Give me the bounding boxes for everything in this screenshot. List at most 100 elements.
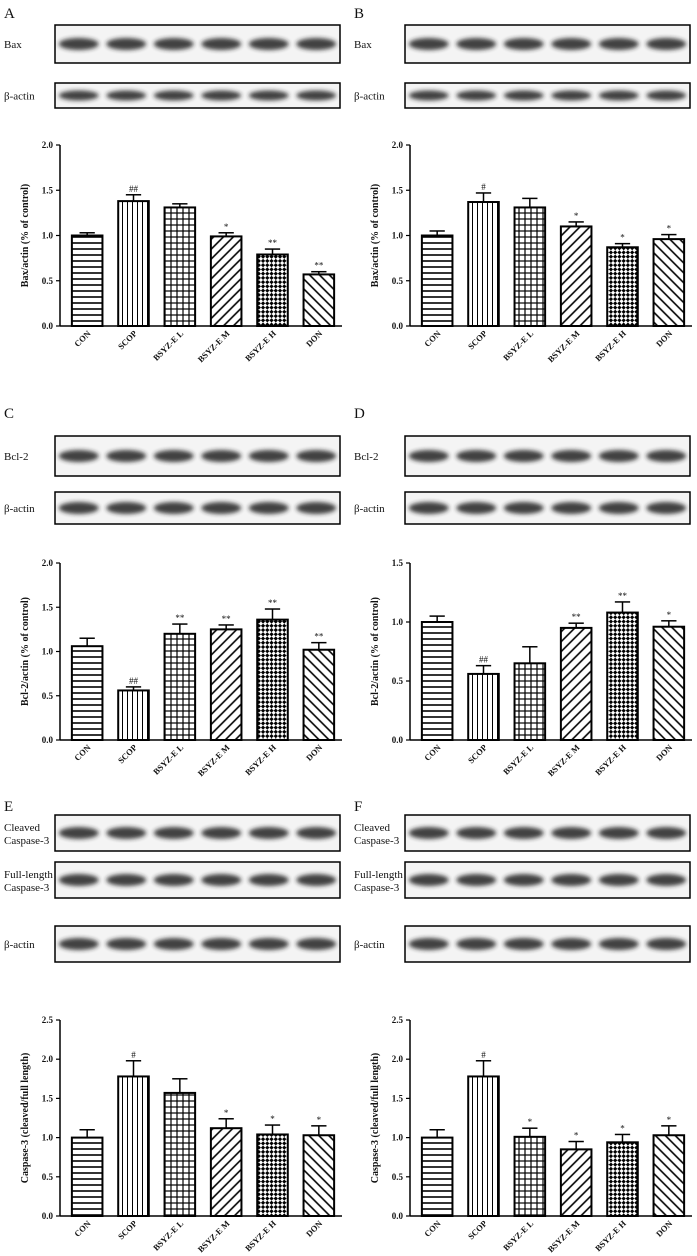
significance-mark: ** bbox=[618, 591, 628, 601]
x-tick-label: SCOP bbox=[466, 742, 489, 765]
significance-mark: * bbox=[667, 1115, 672, 1125]
blot-box bbox=[54, 814, 341, 852]
blot-band bbox=[153, 938, 194, 950]
blot-band bbox=[456, 450, 497, 462]
blot-band bbox=[646, 38, 687, 50]
blot-band bbox=[598, 502, 639, 514]
bar bbox=[302, 1134, 336, 1218]
blot-band bbox=[296, 874, 337, 886]
bar bbox=[513, 206, 547, 328]
bar bbox=[559, 1148, 593, 1217]
x-tick-label: DON bbox=[654, 742, 675, 763]
bar bbox=[467, 201, 500, 327]
blot-band bbox=[296, 938, 337, 950]
bar bbox=[652, 238, 686, 327]
x-tick-label: CON bbox=[72, 742, 93, 763]
blot-box bbox=[404, 861, 691, 899]
blot-label-line: Full-length bbox=[4, 869, 53, 881]
blot-box bbox=[54, 82, 341, 109]
blot-band bbox=[551, 90, 592, 101]
significance-mark: ** bbox=[314, 261, 324, 271]
y-axis-label: Caspase-3 (cleaved/full length) bbox=[20, 1053, 31, 1184]
blot-band bbox=[503, 827, 544, 839]
bar bbox=[513, 1135, 547, 1218]
x-tick-label: CON bbox=[422, 1218, 443, 1239]
bar bbox=[163, 1091, 197, 1217]
blot-band bbox=[598, 827, 639, 839]
y-tick-label: 1.5 bbox=[42, 185, 54, 195]
blot-label-line: Caspase-3 bbox=[354, 835, 400, 847]
blot-label: Cleaved Caspase-3 bbox=[354, 822, 400, 847]
bar bbox=[70, 234, 104, 327]
blot-label: β-actin bbox=[354, 503, 385, 515]
blot-band bbox=[551, 38, 592, 50]
blot-band bbox=[248, 90, 289, 101]
blot-label-line: Caspase-3 bbox=[4, 882, 50, 894]
blot-band bbox=[153, 450, 194, 462]
blot-band bbox=[551, 502, 592, 514]
bar bbox=[117, 689, 150, 742]
blot-band bbox=[646, 450, 687, 462]
x-tick-label: SCOP bbox=[116, 328, 139, 351]
significance-mark: ** bbox=[268, 238, 278, 248]
x-tick-label: BSYZ-E M bbox=[196, 328, 232, 364]
y-tick-label: 0.0 bbox=[392, 321, 404, 331]
x-tick-label: BSYZ-E M bbox=[546, 328, 582, 364]
y-tick-label: 1.5 bbox=[42, 602, 54, 612]
blot-label-line: β-actin bbox=[4, 503, 35, 515]
significance-mark: ** bbox=[268, 598, 278, 608]
blot-label-line: β-actin bbox=[354, 91, 385, 103]
x-tick-label: BSYZ-E M bbox=[196, 1218, 232, 1254]
blot-label: Full-length Caspase-3 bbox=[354, 869, 403, 894]
significance-mark: # bbox=[131, 1050, 136, 1060]
significance-mark: ## bbox=[479, 655, 489, 665]
blot-band bbox=[598, 450, 639, 462]
blot-band bbox=[248, 38, 289, 50]
blot-label: β-actin bbox=[354, 91, 385, 103]
blot-band bbox=[408, 502, 449, 514]
y-axis-label: Bcl-2/actin (% of control) bbox=[370, 597, 381, 706]
panel-letter: E bbox=[4, 799, 13, 815]
y-tick-label: 1.0 bbox=[42, 647, 54, 657]
blot-band bbox=[456, 874, 497, 886]
significance-mark: ** bbox=[175, 613, 185, 623]
blot-band bbox=[456, 90, 497, 101]
blot-band bbox=[106, 874, 147, 886]
blot-label: β-actin bbox=[4, 91, 35, 103]
blot-band bbox=[248, 502, 289, 514]
y-tick-label: 2.0 bbox=[42, 140, 54, 150]
bar bbox=[606, 246, 639, 327]
x-tick-label: BSYZ-E H bbox=[593, 1218, 628, 1253]
blot-label-line: Caspase-3 bbox=[354, 882, 400, 894]
panel: B Bax β-actin 0.0 0.5 1.0 1.5 2.0 Bax/actin (% o… bbox=[354, 6, 692, 364]
blot-label-line: Full-length bbox=[354, 869, 403, 881]
x-tick-label: DON bbox=[304, 742, 325, 763]
bar bbox=[302, 273, 336, 328]
y-tick-label: 1.0 bbox=[392, 1133, 404, 1143]
panel-letter: C bbox=[4, 406, 14, 422]
y-axis-label: Bax/actin (% of control) bbox=[20, 184, 31, 287]
y-tick-label: 2.0 bbox=[392, 1054, 404, 1064]
bar bbox=[117, 200, 150, 327]
blot-band bbox=[646, 502, 687, 514]
blot-band bbox=[296, 502, 337, 514]
blot-band bbox=[598, 90, 639, 101]
bar bbox=[256, 1133, 289, 1217]
y-tick-label: 0.0 bbox=[392, 1211, 404, 1221]
bar bbox=[559, 225, 593, 327]
x-tick-label: BSYZ-E L bbox=[501, 742, 536, 777]
blot-band bbox=[201, 938, 242, 950]
blot-box bbox=[404, 491, 691, 525]
blot-box bbox=[54, 925, 341, 963]
blot-band bbox=[296, 90, 337, 101]
x-tick-label: BSYZ-E L bbox=[501, 1218, 536, 1253]
blot-band bbox=[408, 38, 449, 50]
bar bbox=[420, 234, 454, 327]
blot-box bbox=[54, 861, 341, 899]
bar bbox=[163, 632, 197, 741]
blot-label: Full-length Caspase-3 bbox=[4, 869, 53, 894]
significance-mark: ## bbox=[129, 184, 139, 194]
